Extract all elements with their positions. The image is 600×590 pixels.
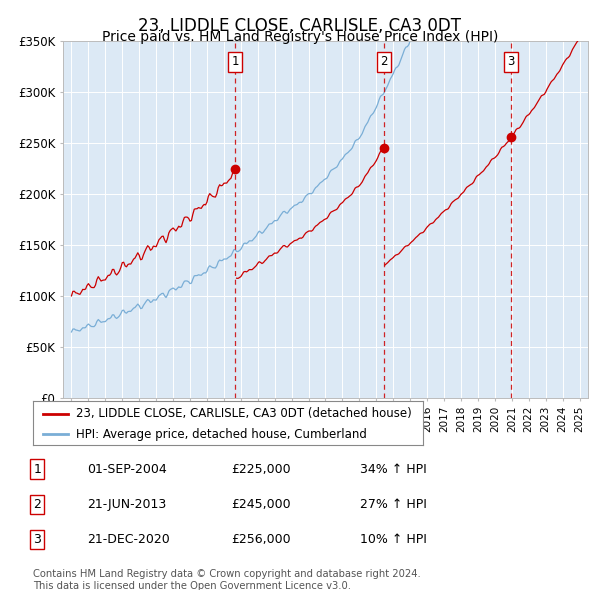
Text: 23, LIDDLE CLOSE, CARLISLE, CA3 0DT (detached house): 23, LIDDLE CLOSE, CARLISLE, CA3 0DT (det… — [76, 407, 412, 420]
Text: 34% ↑ HPI: 34% ↑ HPI — [360, 463, 427, 476]
Text: 1: 1 — [232, 55, 239, 68]
Text: 3: 3 — [33, 533, 41, 546]
Text: 2: 2 — [380, 55, 388, 68]
Text: HPI: Average price, detached house, Cumberland: HPI: Average price, detached house, Cumb… — [76, 428, 367, 441]
Text: 3: 3 — [508, 55, 515, 68]
Text: 10% ↑ HPI: 10% ↑ HPI — [360, 533, 427, 546]
Text: 01-SEP-2004: 01-SEP-2004 — [87, 463, 167, 476]
Text: 23, LIDDLE CLOSE, CARLISLE, CA3 0DT: 23, LIDDLE CLOSE, CARLISLE, CA3 0DT — [139, 17, 461, 35]
Text: £256,000: £256,000 — [231, 533, 290, 546]
Text: 21-JUN-2013: 21-JUN-2013 — [87, 498, 166, 511]
Text: £245,000: £245,000 — [231, 498, 290, 511]
Text: 2: 2 — [33, 498, 41, 511]
Text: Contains HM Land Registry data © Crown copyright and database right 2024.
This d: Contains HM Land Registry data © Crown c… — [33, 569, 421, 590]
Text: 21-DEC-2020: 21-DEC-2020 — [87, 533, 170, 546]
Text: £225,000: £225,000 — [231, 463, 290, 476]
Text: Price paid vs. HM Land Registry's House Price Index (HPI): Price paid vs. HM Land Registry's House … — [102, 30, 498, 44]
Text: 27% ↑ HPI: 27% ↑ HPI — [360, 498, 427, 511]
Text: 1: 1 — [33, 463, 41, 476]
